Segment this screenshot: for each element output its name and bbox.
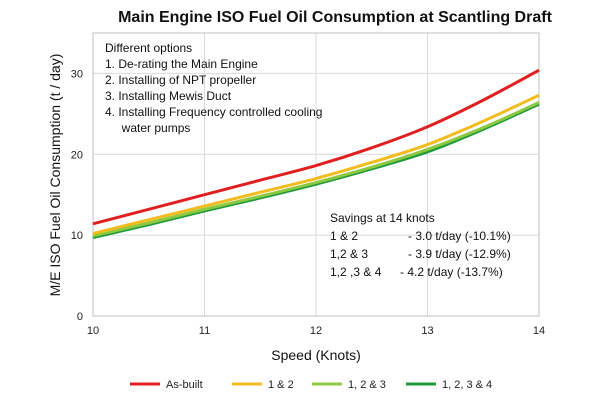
option-item: 1. De-rating the Main Engine — [105, 57, 258, 71]
legend-label: As-built — [166, 379, 203, 391]
options-annotation: Different options 1. De-rating the Main … — [105, 41, 322, 135]
options-title: Different options — [105, 41, 192, 55]
savings-title: Savings at 14 knots — [330, 211, 435, 225]
legend: As-built 1 & 2 1, 2 & 3 1, 2, 3 & 4 — [130, 379, 492, 391]
y-tick-label: 30 — [71, 68, 83, 80]
x-tick-label: 11 — [199, 325, 210, 337]
savings-annotation: Savings at 14 knots 1 & 2 - 3.0 t/day (-… — [330, 211, 511, 279]
option-item: 4. Installing Frequency controlled cooli… — [105, 105, 322, 119]
savings-value: - 3.9 t/day (-12.9%) — [408, 247, 511, 261]
tick-labels: 0 10 20 30 10 11 12 13 14 — [71, 68, 545, 337]
legend-label: 1, 2 & 3 — [348, 379, 386, 391]
savings-value: - 3.0 t/day (-10.1%) — [408, 229, 511, 243]
legend-label: 1, 2, 3 & 4 — [442, 379, 492, 391]
savings-label: 1 & 2 — [330, 229, 358, 243]
x-tick-label: 10 — [87, 325, 99, 337]
legend-label: 1 & 2 — [268, 379, 294, 391]
y-tick-label: 0 — [77, 311, 83, 323]
series-line-1-2-3 — [92, 101, 540, 238]
series-line-1-2-3-4 — [92, 102, 540, 240]
series-lines — [92, 68, 540, 240]
savings-label: 1,2 & 3 — [330, 247, 368, 261]
x-tick-label: 13 — [421, 325, 433, 337]
savings-value: - 4.2 t/day (-13.7%) — [400, 265, 503, 279]
x-axis-label: Speed (Knots) — [271, 347, 361, 363]
chart-title: Main Engine ISO Fuel Oil Consumption at … — [118, 9, 552, 26]
plot-area-border — [92, 32, 540, 317]
x-tick-label: 12 — [310, 325, 322, 337]
y-tick-label: 20 — [71, 149, 83, 161]
y-tick-label: 10 — [71, 230, 83, 242]
series-line-as-built — [92, 68, 540, 226]
option-item: water pumps — [105, 121, 190, 135]
x-tick-label: 14 — [533, 325, 545, 337]
series-line-1-2 — [92, 93, 540, 235]
option-item: 2. Installing of NPT propeller — [105, 73, 256, 87]
option-item: 3. Installing Mewis Duct — [105, 89, 232, 103]
savings-label: 1,2 ,3 & 4 — [330, 265, 382, 279]
y-axis-label: M/E ISO Fuel Oil Consumption (t / day) — [47, 54, 63, 297]
